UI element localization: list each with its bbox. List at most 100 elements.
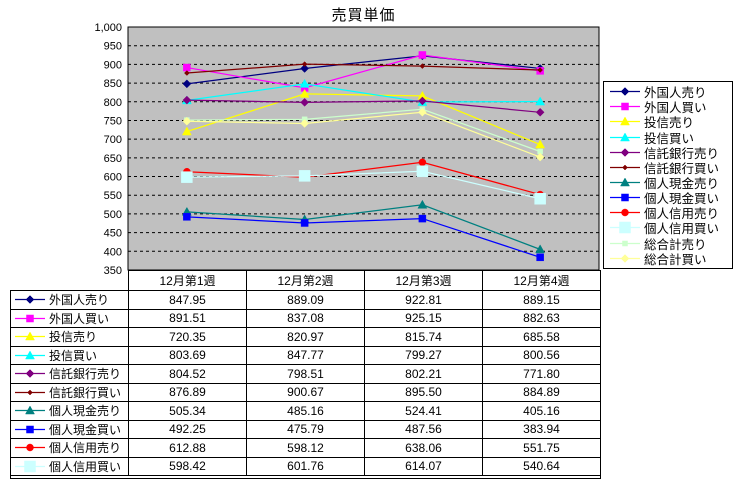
value-cell: 383.94 [482, 419, 601, 439]
series-line [186, 83, 541, 103]
value-cell: 612.88 [128, 438, 247, 458]
square-small-marker-icon [622, 240, 628, 246]
row-label-cell: 個人信用売り [10, 438, 129, 458]
plot-area [127, 26, 600, 271]
diamond-marker-icon [300, 97, 309, 107]
row-label-cell: 信託銀行買い [10, 382, 129, 402]
value-cell: 876.89 [128, 382, 247, 402]
series-line [186, 216, 541, 258]
row-key-icon [15, 425, 45, 433]
triangle-marker-icon [535, 244, 546, 254]
row-key-icon [15, 350, 45, 359]
legend-label: 投信売り [644, 116, 695, 131]
legend-item: 個人現金買い [609, 190, 732, 206]
value-cell: 925.15 [364, 308, 483, 328]
legend-key-icon [610, 132, 640, 141]
y-tick-label: 500 [104, 209, 122, 221]
legend-item: 総合計売り [609, 236, 732, 252]
series-line [186, 161, 541, 196]
legend-label: 外国人売り [644, 86, 707, 101]
legend-key-icon [610, 193, 640, 202]
row-key-icon [15, 369, 45, 379]
y-tick-label: 850 [104, 78, 122, 90]
value-cell: 798.51 [246, 364, 365, 384]
value-cell: 804.52 [128, 364, 247, 384]
column-header: 12月第2週 [246, 270, 365, 291]
value-cell: 895.50 [364, 382, 483, 402]
legend-label: 外国人買い [644, 101, 707, 116]
square-marker-icon [621, 193, 629, 202]
legend-key-icon [610, 222, 640, 234]
diamond-small-marker-icon [301, 61, 308, 67]
value-cell: 837.08 [246, 308, 365, 328]
row-label: 個人信用買い [49, 459, 122, 474]
row-label-cell: 個人現金売り [10, 401, 129, 421]
diamond-marker-icon [535, 152, 545, 162]
triangle-marker-icon [299, 78, 310, 88]
legend-key-icon [610, 177, 640, 187]
square-marker-icon [183, 213, 191, 221]
legend-key-icon [610, 164, 640, 171]
table-row: 信託銀行売り 804.52 798.51 802.21 771.80 [10, 364, 601, 384]
row-label-cell: 個人現金買い [10, 419, 129, 439]
value-cell: 771.80 [482, 364, 601, 384]
circle-marker-icon [418, 158, 427, 167]
row-label-cell: 信託銀行売り [10, 364, 129, 384]
row-label: 個人現金買い [49, 422, 122, 437]
value-cell: 540.64 [482, 456, 601, 476]
row-key-icon [15, 295, 45, 305]
legend-item: 投信買い [609, 130, 732, 146]
y-tick-label: 400 [104, 246, 122, 258]
value-cell: 815.74 [364, 327, 483, 347]
circle-marker-icon [621, 209, 629, 217]
triangle-marker-icon [299, 88, 310, 98]
square-marker-icon [536, 253, 544, 262]
series-総合計買い [182, 107, 545, 162]
triangle-marker-icon [25, 405, 35, 415]
column-header: 12月第1週 [128, 270, 247, 291]
y-tick-label: 1,000 [94, 22, 122, 34]
diamond-small-marker-icon [27, 389, 33, 396]
legend-item: 外国人売り [609, 84, 732, 101]
series-個人信用買い [181, 165, 546, 205]
y-tick-label: 450 [104, 228, 122, 240]
y-tick-label: 600 [104, 172, 122, 184]
table-row: 投信買い 803.69 847.77 799.27 800.56 [10, 345, 601, 365]
table-row: 個人現金買い 492.25 475.79 487.56 383.94 [10, 419, 601, 439]
value-cell: 524.41 [364, 401, 483, 421]
diamond-marker-icon [620, 253, 630, 263]
legend-key-icon [610, 102, 640, 111]
table-row: 個人現金売り 505.34 485.16 524.41 405.16 [10, 401, 601, 421]
series-line [186, 108, 541, 153]
square-marker-icon [26, 314, 34, 322]
square-large-marker-icon [181, 171, 193, 183]
row-key-icon [15, 444, 45, 452]
legend-label: 個人現金売り [644, 177, 720, 192]
value-cell: 614.07 [364, 456, 483, 476]
diamond-marker-icon [620, 147, 630, 157]
legend: 外国人売り 外国人買い 投信売り 投信買い 信託銀行売り 信託銀行買い 個人現金売り 個人現金… [603, 81, 733, 269]
diamond-marker-icon [182, 116, 192, 126]
triangle-marker-icon [25, 331, 35, 341]
row-key-icon [15, 331, 45, 341]
square-marker-icon [26, 425, 34, 433]
value-cell: 799.27 [364, 345, 483, 365]
diamond-small-marker-icon [184, 70, 190, 76]
square-marker-icon [418, 51, 427, 59]
series-line [186, 204, 541, 250]
legend-item: 総合計買い [609, 251, 732, 267]
value-cell: 487.56 [364, 419, 483, 439]
legend-label: 投信買い [644, 131, 695, 146]
series-line [186, 63, 541, 74]
series-投信売り [181, 88, 546, 149]
y-tick-label: 350 [104, 265, 122, 277]
table-row: 外国人売り 847.95 889.09 922.81 889.15 [10, 290, 601, 310]
legend-key-icon [610, 209, 640, 217]
legend-label: 総合計売り [644, 237, 707, 252]
series-line [186, 111, 541, 158]
row-label-cell: 投信売り [10, 327, 129, 347]
y-tick-label: 750 [104, 115, 122, 127]
legend-key-icon [610, 147, 640, 157]
square-marker-icon [418, 214, 427, 223]
